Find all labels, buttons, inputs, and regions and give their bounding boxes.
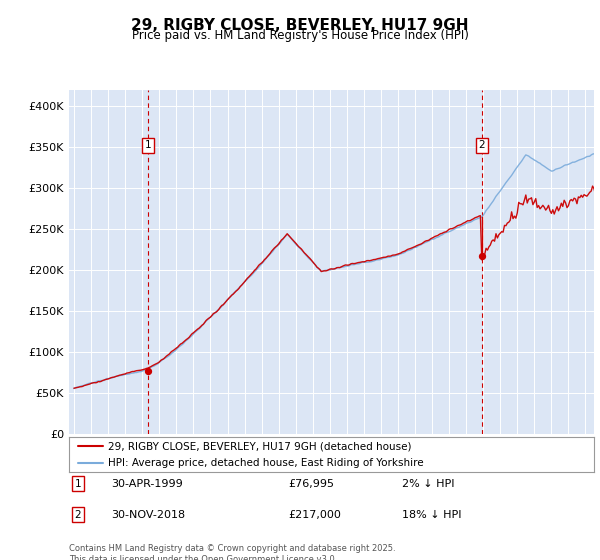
Text: 2: 2 [479, 141, 485, 151]
Text: HPI: Average price, detached house, East Riding of Yorkshire: HPI: Average price, detached house, East… [109, 458, 424, 468]
Text: £76,995: £76,995 [288, 479, 334, 489]
Point [477, 251, 487, 260]
Text: 2% ↓ HPI: 2% ↓ HPI [402, 479, 455, 489]
Text: 30-APR-1999: 30-APR-1999 [111, 479, 183, 489]
Text: 30-NOV-2018: 30-NOV-2018 [111, 510, 185, 520]
Text: 18% ↓ HPI: 18% ↓ HPI [402, 510, 461, 520]
Text: 29, RIGBY CLOSE, BEVERLEY, HU17 9GH: 29, RIGBY CLOSE, BEVERLEY, HU17 9GH [131, 18, 469, 33]
Text: 1: 1 [74, 479, 82, 489]
Text: Contains HM Land Registry data © Crown copyright and database right 2025.
This d: Contains HM Land Registry data © Crown c… [69, 544, 395, 560]
Text: £217,000: £217,000 [288, 510, 341, 520]
Text: 2: 2 [74, 510, 82, 520]
Text: 29, RIGBY CLOSE, BEVERLEY, HU17 9GH (detached house): 29, RIGBY CLOSE, BEVERLEY, HU17 9GH (det… [109, 441, 412, 451]
Point [143, 366, 153, 375]
Text: Price paid vs. HM Land Registry's House Price Index (HPI): Price paid vs. HM Land Registry's House … [131, 29, 469, 42]
Text: 1: 1 [145, 141, 151, 151]
